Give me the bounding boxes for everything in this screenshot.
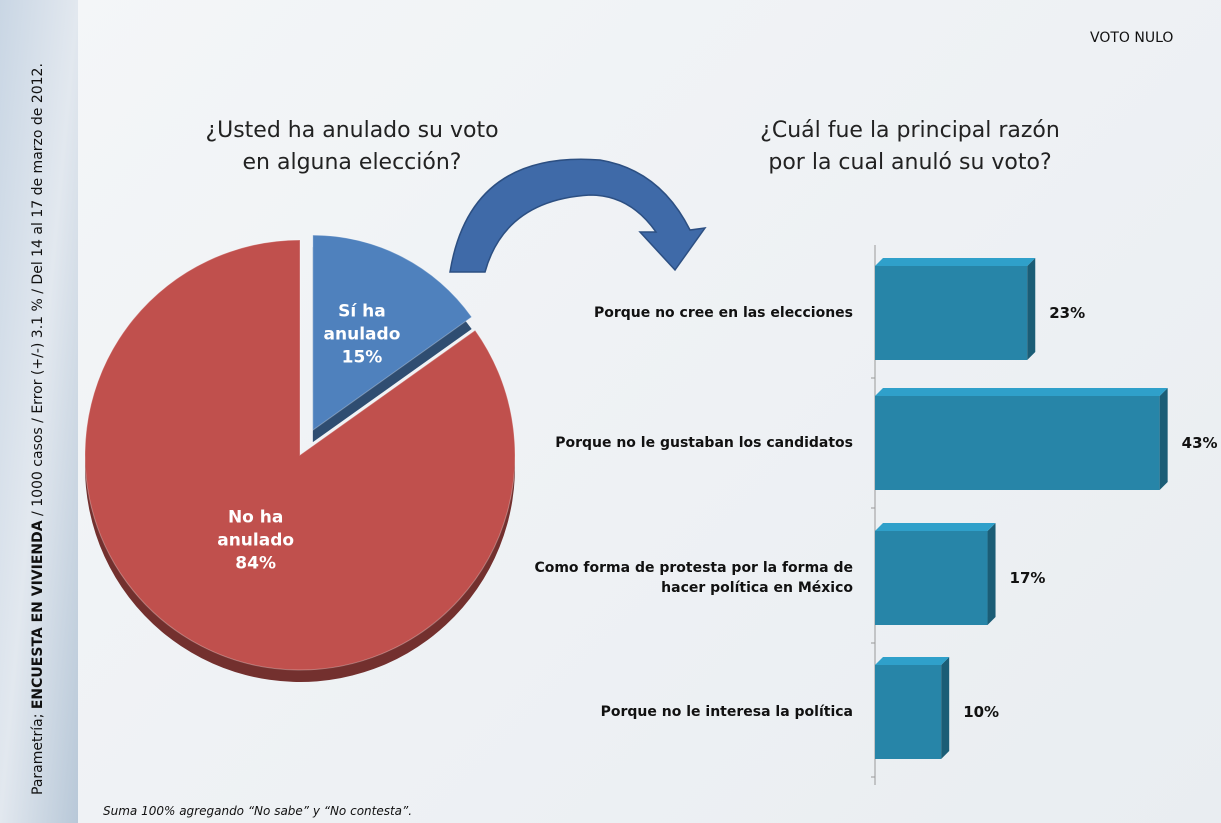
bar-side <box>1159 388 1168 490</box>
bar-side <box>1027 258 1036 360</box>
bar-top <box>875 657 950 665</box>
bar <box>875 396 1160 490</box>
bar <box>875 531 988 625</box>
footnote: Suma 100% agregando “No sabe” y “No cont… <box>103 804 413 818</box>
header: VOTO NULO <box>1090 30 1174 46</box>
slice-label: Sí ha anulado 15% <box>317 300 407 369</box>
arrow <box>449 158 707 273</box>
bar <box>875 266 1028 360</box>
details: / 1000 casos / Error (+/-) 3.1 % / Del 1… <box>30 63 46 521</box>
bar-value-label: 17% <box>1009 569 1046 587</box>
source: Parametría; <box>30 709 46 795</box>
bar-title: ¿Cuál fue la principal razón por la cual… <box>760 118 1060 175</box>
bar-side <box>987 523 996 625</box>
bar-category-label: Porque no le gustaban los candidatos <box>555 435 853 451</box>
slice-label: No ha anulado 84% <box>191 506 321 575</box>
bar-value-label: 23% <box>1049 304 1086 322</box>
bar-side <box>941 657 950 759</box>
pie-slice <box>312 234 473 432</box>
pie-title: ¿Usted ha anulado su voto en alguna elec… <box>205 118 499 175</box>
slice-category: No ha anulado <box>217 507 295 551</box>
bar-top <box>875 523 996 531</box>
bar-top <box>875 258 1036 266</box>
bar-category-label: Porque no cree en las elecciones <box>593 305 853 321</box>
slice-category: Sí ha anulado <box>323 301 401 345</box>
survey: ENCUESTA EN VIVIENDA <box>30 520 46 710</box>
bar-category-label: Como forma de protesta por la forma de h… <box>534 560 853 596</box>
bar-value-label: 10% <box>963 703 1000 721</box>
slice-value-label: 15% <box>341 347 383 368</box>
bar-category-label: Porque no le interesa la política <box>600 704 853 720</box>
side-note: Parametría; ENCUESTA EN VIVIENDA / 1000 … <box>30 63 46 795</box>
bar-top <box>875 388 1168 396</box>
pie-slice <box>84 239 516 671</box>
bar <box>875 665 942 759</box>
bar-value-label: 43% <box>1181 434 1218 452</box>
slice-value-label: 84% <box>235 553 276 574</box>
side-strip <box>0 0 78 823</box>
